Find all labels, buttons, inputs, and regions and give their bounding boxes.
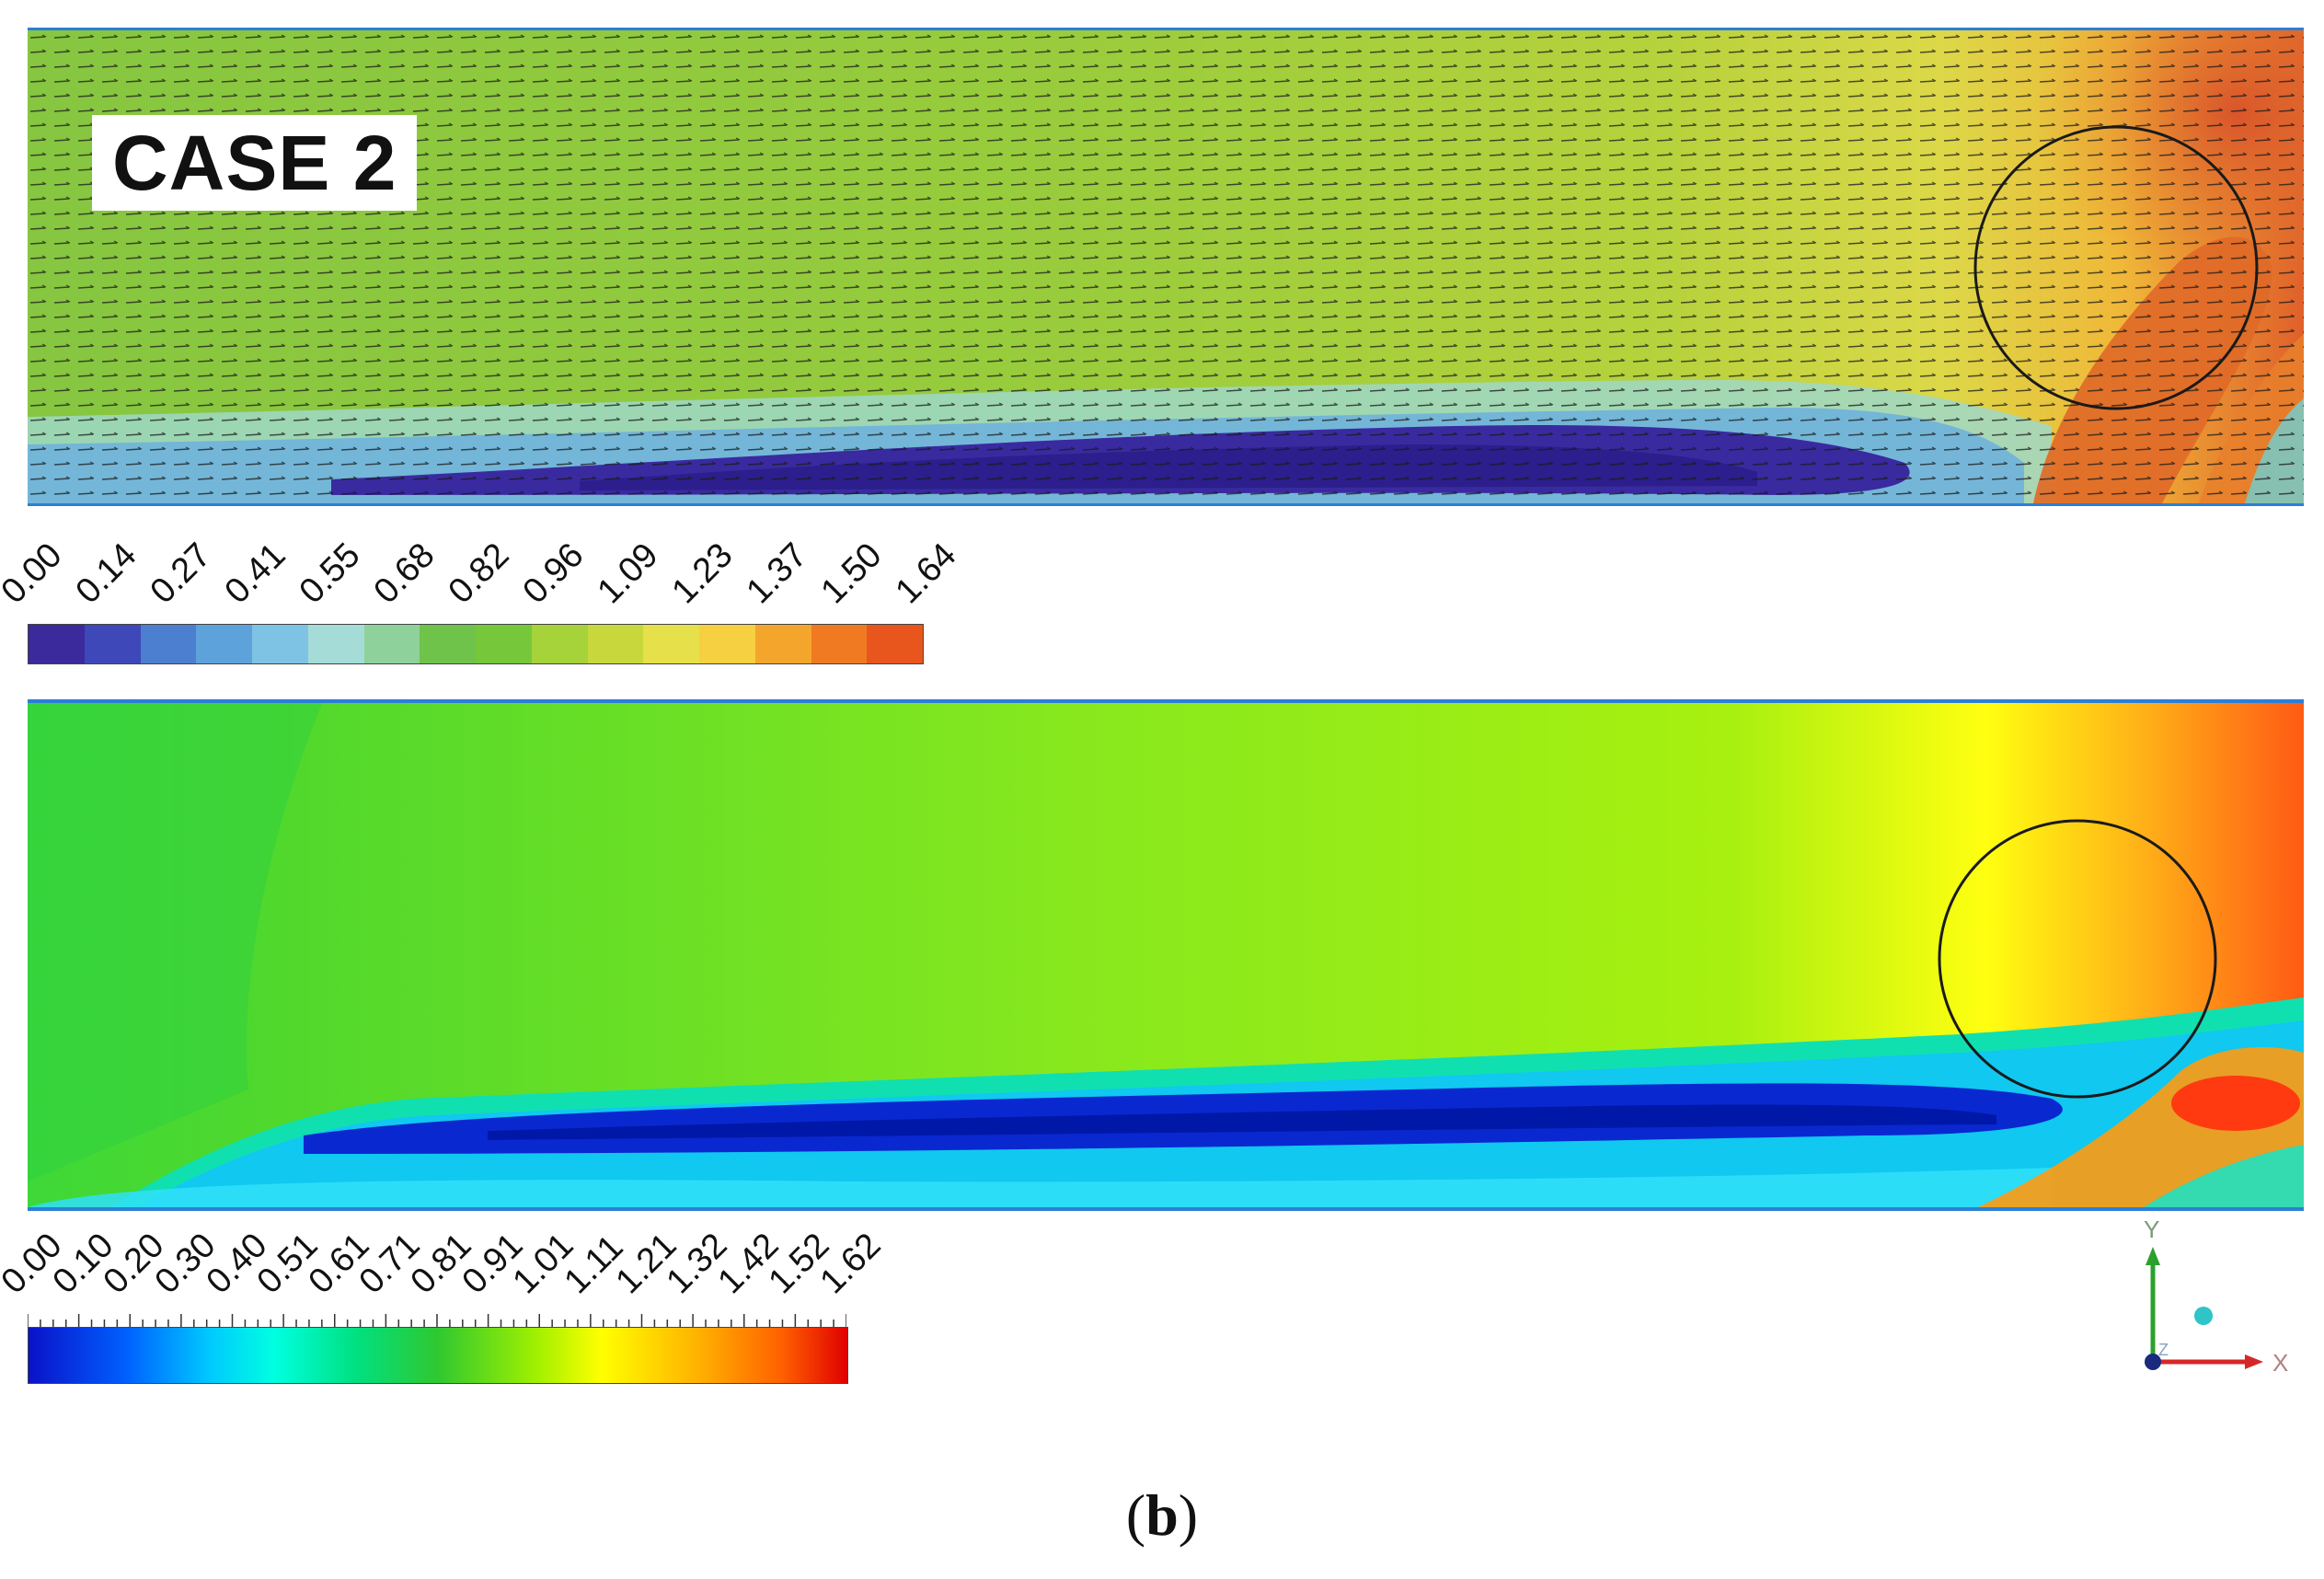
- case-label: CASE 2: [92, 115, 418, 211]
- colorbar-swatch: [587, 625, 644, 663]
- colorbar-tick-label: 0.82: [441, 536, 517, 612]
- colorbar-swatch: [252, 625, 308, 663]
- colorbar-tick-label: 0.96: [515, 536, 592, 612]
- colorbar-swatch: [84, 625, 141, 663]
- colorbar-tick-label: 0.14: [68, 536, 144, 612]
- caption-close: ): [1178, 1482, 1199, 1548]
- figure-caption: (b): [0, 1481, 2324, 1550]
- colorbar-minor-ticks: [28, 1314, 846, 1327]
- caption-open: (: [1125, 1482, 1146, 1548]
- bottom-contour-panel: [28, 699, 2304, 1211]
- colorbar-tick-label: 1.37: [739, 536, 815, 612]
- colorbar-swatch: [754, 625, 811, 663]
- bottom-colorbar: [28, 1327, 848, 1384]
- colorbar-tick-label: 0.55: [292, 536, 368, 612]
- colorbar-tick-label: 1.23: [664, 536, 741, 612]
- colorbar-swatch: [476, 625, 532, 663]
- colorbar-tick-label: 1.50: [813, 536, 890, 612]
- z-axis-label: Z: [2158, 1341, 2169, 1359]
- colorbar-swatch: [140, 625, 197, 663]
- colorbar-swatch: [29, 625, 85, 663]
- colorbar-swatch: [531, 625, 588, 663]
- colorbar-swatch: [867, 625, 923, 663]
- top-contour-plot: [28, 30, 2304, 503]
- z-axis-marker: [2194, 1307, 2213, 1325]
- y-axis-label: Y: [2144, 1219, 2159, 1243]
- top-contour-panel: CASE 2: [28, 28, 2304, 506]
- colorbar-tick-label: 1.09: [590, 536, 666, 612]
- x-axis-label: X: [2272, 1349, 2288, 1377]
- origin-marker: [2145, 1354, 2161, 1370]
- bottom-contour-plot: [28, 703, 2304, 1207]
- axis-triad: Y X Z: [2125, 1216, 2309, 1380]
- colorbar-swatch: [420, 625, 476, 663]
- colorbar-tick-label: 1.62: [812, 1226, 889, 1302]
- colorbar-tick-label: 0.68: [366, 536, 443, 612]
- colorbar-swatch: [643, 625, 699, 663]
- top-colorbar: [28, 624, 924, 664]
- bottom-colorbar-legend: 0.00 0.10 0.20 0.30 0.40 0.51 0.61 0.71 0.81 0.91…: [0, 1215, 889, 1389]
- top-colorbar-legend: 0.00 0.14 0.27 0.41 0.55 0.68 0.82 0.96 1.09 1.23…: [0, 515, 964, 672]
- colorbar-swatch: [699, 625, 755, 663]
- colorbar-tick-label: 0.41: [217, 536, 293, 612]
- colorbar-swatch: [811, 625, 868, 663]
- colorbar-swatch: [363, 625, 420, 663]
- colorbar-tick-label: 0.00: [0, 536, 70, 612]
- region-circle: [1973, 125, 2259, 410]
- colorbar-tick-label: 1.64: [888, 536, 964, 612]
- caption-letter: b: [1145, 1482, 1179, 1548]
- colorbar-tick-label: 0.27: [143, 536, 219, 612]
- region-circle: [1938, 819, 2217, 1099]
- colorbar-swatch: [196, 625, 252, 663]
- colorbar-swatch: [307, 625, 364, 663]
